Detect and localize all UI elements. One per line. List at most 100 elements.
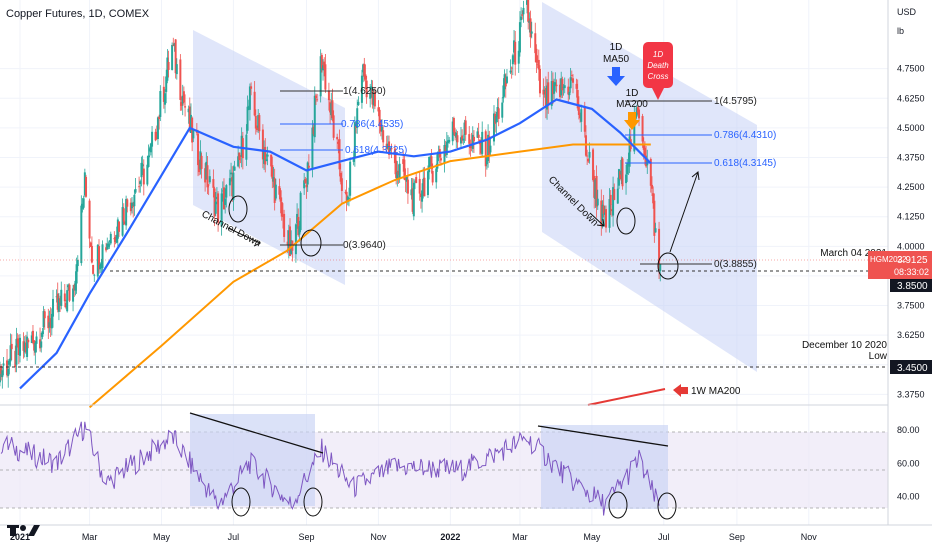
candle-body — [626, 162, 629, 175]
candle-body — [461, 135, 464, 141]
candle-body — [140, 162, 143, 178]
candle-body — [563, 85, 566, 89]
candle-body — [379, 124, 382, 132]
candle-body — [132, 206, 135, 207]
candle-body — [421, 190, 424, 202]
candle-body — [146, 164, 149, 185]
candle-body — [522, 7, 525, 15]
candle-body — [487, 134, 490, 162]
candle-body — [447, 140, 450, 144]
candle-body — [159, 91, 162, 117]
candle-body — [287, 230, 290, 249]
candle-body — [231, 177, 234, 197]
candle-body — [82, 198, 85, 208]
candle-body — [534, 33, 537, 54]
ma200-label-2: MA200 — [616, 99, 648, 110]
candle-body — [330, 103, 333, 116]
candle-body — [155, 136, 158, 138]
candle-body — [264, 146, 267, 165]
fib-right-786: 0.786(4.4310) — [714, 130, 776, 141]
candle-body — [568, 91, 571, 96]
candle-body — [200, 155, 203, 169]
candle-body — [83, 172, 86, 196]
candle-body — [386, 143, 389, 149]
candle-body — [19, 337, 21, 356]
candle-body — [298, 226, 301, 235]
candle-body — [635, 107, 638, 117]
candle-body — [600, 200, 603, 226]
rsi-tick-label: 80.00 — [897, 425, 920, 435]
candle-body — [389, 148, 392, 151]
ma50-label-1: 1D — [610, 42, 623, 53]
candle-body — [247, 105, 250, 107]
candle-body — [271, 165, 274, 179]
candle-body — [586, 155, 589, 157]
candle-body — [338, 139, 341, 170]
candle-body — [289, 226, 292, 257]
price-tick-label: 3.7500 — [897, 301, 925, 311]
candle-body — [477, 134, 480, 138]
candle-body — [373, 91, 376, 107]
candle-body — [570, 74, 573, 76]
candle-body — [649, 158, 652, 186]
ma200-line — [88, 143, 651, 409]
candle-body — [415, 177, 418, 183]
candle-body — [346, 196, 349, 202]
time-axis: 2021 Mar May Jul Sep Nov 2022 Mar May Jul Sep Nov — [10, 532, 817, 542]
channel-right-arrow — [589, 212, 605, 227]
candle-body — [294, 224, 297, 255]
candle-body — [26, 336, 29, 357]
candle-body — [378, 109, 381, 127]
time-tick-label: May — [583, 532, 601, 542]
candle-body — [332, 115, 335, 138]
candle-body — [133, 194, 136, 207]
candle-body — [182, 91, 185, 103]
candle-body — [463, 122, 466, 135]
candle-body — [107, 243, 110, 247]
candle-body — [217, 193, 220, 223]
time-tick-label: Jul — [658, 532, 670, 542]
candle-body — [17, 342, 20, 356]
candle-body — [319, 56, 322, 97]
candle-body — [372, 93, 375, 106]
projection-arrow — [669, 171, 700, 253]
candle-body — [593, 175, 596, 198]
candle-body — [7, 368, 10, 376]
candle-body — [511, 55, 514, 65]
candle-body — [270, 154, 273, 167]
candle-body — [27, 339, 30, 343]
candle-body — [245, 134, 248, 160]
price-tick-label: 4.3750 — [897, 153, 925, 163]
rsi-circle-4 — [657, 492, 677, 520]
candle-body — [588, 151, 591, 158]
candle-body — [435, 168, 438, 183]
candle-body — [535, 48, 538, 63]
candle-body — [42, 311, 45, 328]
candle-body — [67, 285, 70, 288]
candle-body — [254, 115, 257, 129]
fib-left-0: 0(3.9640) — [343, 240, 386, 251]
candle-body — [306, 162, 309, 185]
candle-body — [587, 159, 590, 162]
candle-body — [452, 118, 455, 133]
candle-body — [553, 82, 556, 94]
candle-body — [93, 274, 96, 276]
candle-body — [100, 263, 103, 269]
candle-body — [89, 242, 92, 247]
candle-body — [352, 157, 355, 162]
candle-body — [601, 204, 604, 222]
candle-body — [1, 370, 4, 378]
candle-body — [187, 108, 190, 113]
fib-right-1: 1(4.5795) — [714, 96, 757, 107]
candle-body — [39, 339, 42, 349]
rsi-line — [0, 421, 660, 516]
candle-body — [398, 163, 401, 180]
time-tick-label: May — [153, 532, 171, 542]
candle-body — [455, 132, 458, 138]
candle-body — [14, 350, 17, 368]
candle-body — [257, 115, 260, 128]
candle-body — [569, 77, 572, 89]
candle-body — [429, 156, 432, 160]
candle-body — [484, 131, 487, 167]
